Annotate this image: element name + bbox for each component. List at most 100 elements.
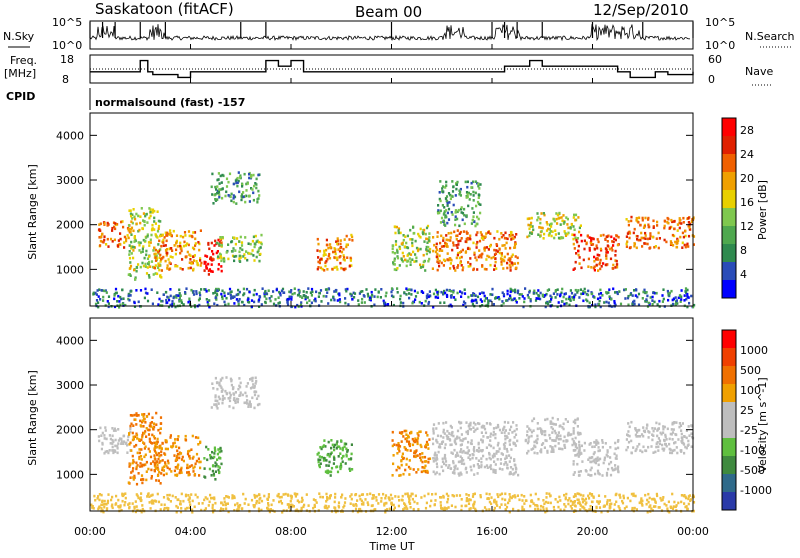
echo-cell xyxy=(426,293,429,296)
echo-cell xyxy=(590,239,593,242)
echo-cell xyxy=(242,287,245,291)
echo-cell xyxy=(451,213,454,216)
echo-cell xyxy=(252,293,255,297)
echo-cell xyxy=(143,220,146,223)
echo-cell xyxy=(147,467,150,471)
echo-cell xyxy=(558,211,561,215)
echo-cell xyxy=(473,473,476,476)
echo-cell xyxy=(153,209,156,213)
echo-cell xyxy=(686,305,689,309)
echo-cell xyxy=(286,303,290,306)
echo-cell xyxy=(593,451,596,454)
echo-cell xyxy=(206,497,209,501)
echo-cell xyxy=(444,186,447,189)
echo-cell xyxy=(554,498,557,501)
echo-cell xyxy=(160,269,163,272)
echo-cell xyxy=(512,507,515,511)
echo-cell xyxy=(435,439,438,443)
echo-cell xyxy=(614,467,617,470)
echo-cell xyxy=(574,236,577,240)
echo-cell xyxy=(671,233,674,237)
echo-cell xyxy=(530,500,533,503)
echo-cell xyxy=(90,503,93,507)
echo-cell xyxy=(159,445,162,448)
echo-cell xyxy=(424,299,427,303)
echo-cell xyxy=(578,448,581,452)
echo-cell xyxy=(690,432,693,435)
echo-cell xyxy=(191,511,194,514)
echo-cell xyxy=(457,240,460,243)
echo-cell xyxy=(324,506,327,510)
echo-cell xyxy=(319,495,322,499)
echo-cell xyxy=(166,459,170,463)
echo-cell xyxy=(134,500,137,503)
echo-cell xyxy=(552,218,555,221)
echo-cell xyxy=(229,393,232,397)
echo-cell xyxy=(341,460,344,463)
echo-cell xyxy=(580,452,583,455)
echo-cell xyxy=(651,303,654,306)
echo-cell xyxy=(657,449,660,452)
echo-cell xyxy=(508,263,511,267)
echo-cell xyxy=(496,423,500,427)
echo-cell xyxy=(446,498,450,501)
echo-cell xyxy=(569,504,572,508)
echo-cell xyxy=(553,219,556,223)
echo-cell xyxy=(401,431,404,434)
echo-cell xyxy=(141,433,144,437)
echo-cell xyxy=(406,492,409,495)
echo-cell xyxy=(217,287,220,291)
echo-cell xyxy=(149,214,152,218)
echo-cell xyxy=(350,452,353,456)
echo-cell xyxy=(181,268,184,271)
echo-cell xyxy=(613,508,616,512)
echo-cell xyxy=(459,450,462,454)
echo-cell xyxy=(428,257,431,261)
echo-cell xyxy=(484,296,487,300)
echo-cell xyxy=(472,426,475,429)
echo-cell xyxy=(511,495,515,498)
echo-cell xyxy=(539,427,542,430)
echo-cell xyxy=(248,194,251,198)
echo-cell xyxy=(143,296,146,300)
echo-cell xyxy=(596,253,599,257)
echo-cell xyxy=(577,249,580,253)
echo-cell xyxy=(526,235,529,239)
echo-cell xyxy=(103,452,106,455)
echo-cell xyxy=(159,427,162,430)
cpid-label: CPID xyxy=(6,90,35,103)
echo-cell xyxy=(426,434,429,437)
echo-cell xyxy=(153,441,156,445)
echo-cell xyxy=(633,506,636,510)
echo-cell xyxy=(213,452,216,455)
echo-cell xyxy=(106,224,109,227)
echo-cell xyxy=(157,227,160,230)
echo-cell xyxy=(570,507,573,510)
echo-cell xyxy=(103,437,106,440)
echo-cell xyxy=(436,434,440,438)
echo-cell xyxy=(148,255,151,258)
echo-cell xyxy=(401,452,404,456)
echo-cell xyxy=(192,290,195,293)
echo-cell xyxy=(561,426,564,429)
echo-cell xyxy=(436,231,439,234)
echo-cell xyxy=(472,194,475,197)
echo-cell xyxy=(98,493,101,496)
echo-cell xyxy=(421,452,424,455)
echo-cell xyxy=(392,503,395,507)
echo-cell xyxy=(575,252,578,255)
echo-cell xyxy=(238,190,241,194)
echo-cell xyxy=(603,504,606,508)
echo-cell xyxy=(145,253,148,257)
echo-cell xyxy=(241,248,244,252)
echo-cell xyxy=(561,219,564,222)
echo-cell xyxy=(568,433,571,437)
echo-cell xyxy=(339,242,342,246)
echo-cell xyxy=(472,211,475,214)
echo-cell xyxy=(197,298,201,302)
echo-cell xyxy=(435,471,438,474)
x-tick-label: 04:00 xyxy=(175,525,207,538)
echo-cell xyxy=(392,508,395,512)
echo-cell xyxy=(445,507,448,510)
echo-cell xyxy=(493,498,496,502)
